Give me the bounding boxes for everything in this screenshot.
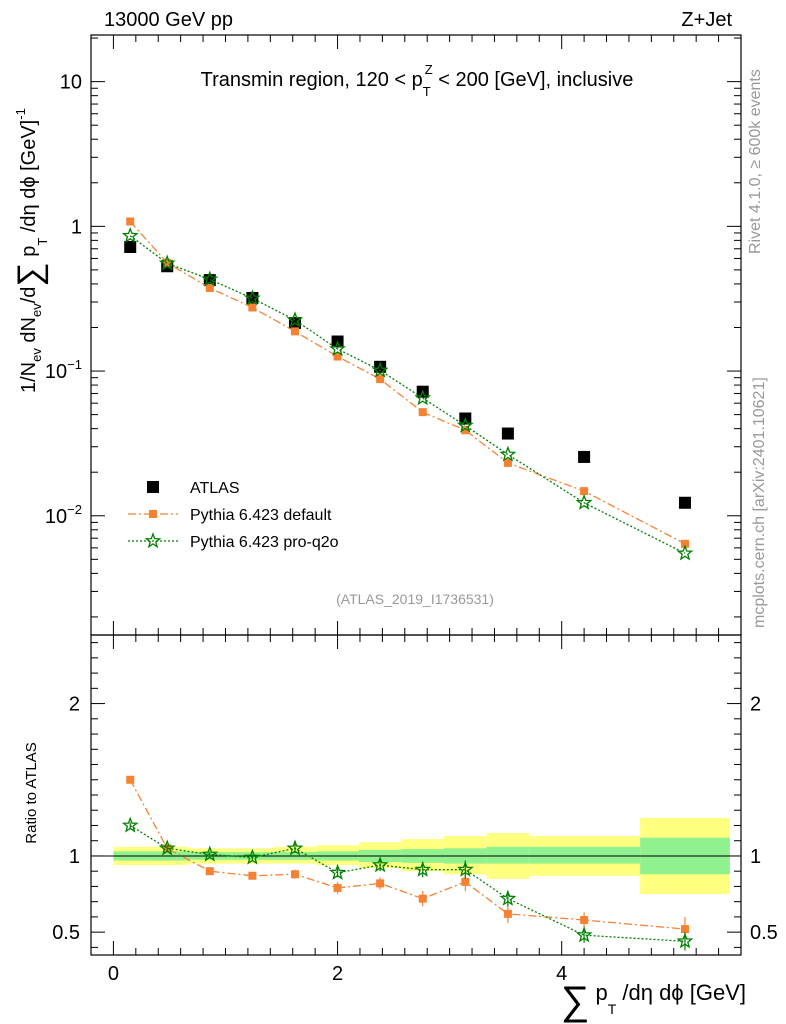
data-point bbox=[499, 445, 517, 462]
data-point bbox=[144, 532, 162, 549]
main-series-layer bbox=[121, 217, 694, 561]
ratio-x-tick-label: 0 bbox=[108, 963, 119, 985]
data-point bbox=[329, 340, 346, 357]
data-point bbox=[286, 311, 304, 328]
ratio-series-layer bbox=[121, 775, 694, 951]
data-point bbox=[286, 839, 304, 856]
data-point bbox=[147, 481, 159, 493]
inner-band bbox=[529, 846, 641, 864]
data-point bbox=[680, 539, 689, 548]
data-point bbox=[503, 458, 512, 467]
ratio-y-tick-label: 1 bbox=[69, 846, 80, 868]
data-point bbox=[676, 544, 694, 561]
data-point bbox=[418, 408, 427, 417]
ratio-y-tick-label: 0.5 bbox=[750, 922, 778, 944]
data-point bbox=[243, 848, 261, 865]
y-tick-label: 1 bbox=[71, 216, 82, 238]
series-atlas bbox=[124, 240, 691, 509]
data-point bbox=[248, 303, 257, 312]
data-point bbox=[414, 389, 432, 406]
ratio-ylabel: Ratio to ATLAS bbox=[23, 742, 40, 843]
y-tick-label: 10−1 bbox=[45, 357, 82, 383]
data-point bbox=[580, 915, 589, 924]
data-point bbox=[680, 925, 689, 934]
ratio-series-pythia-6-423-pro-q2o bbox=[121, 816, 694, 951]
process-label: Z+Jet bbox=[681, 9, 732, 31]
data-point bbox=[329, 863, 346, 880]
data-point bbox=[371, 361, 389, 378]
data-point bbox=[205, 867, 214, 876]
ratio-y-tick-label: 2 bbox=[69, 694, 80, 716]
data-point bbox=[580, 487, 589, 496]
analysis-watermark: (ATLAS_2019_I1736531) bbox=[336, 591, 494, 607]
ratio-frame bbox=[90, 634, 742, 956]
data-point bbox=[290, 870, 299, 879]
main-ylabel: 1/Nev dNev/d∑ pT /dη dϕ [GeV]-1 bbox=[11, 108, 50, 393]
data-point bbox=[461, 426, 470, 435]
ratio-x-tick-label: 4 bbox=[556, 963, 567, 985]
ratio-line bbox=[129, 779, 686, 930]
data-point bbox=[418, 894, 427, 903]
data-point bbox=[461, 877, 470, 886]
ratio-y-tick-label: 1 bbox=[750, 846, 761, 868]
xlabel: ∑ pT /dη dϕ [GeV] bbox=[561, 979, 746, 1023]
series-pythia-6-423-default bbox=[126, 217, 689, 548]
data-point bbox=[376, 375, 385, 384]
rivet-label: Rivet 4.1.0, ≥ 600k events bbox=[747, 69, 764, 254]
data-point bbox=[499, 889, 517, 906]
data-point bbox=[201, 270, 219, 287]
data-point bbox=[149, 510, 157, 518]
legend-label: Pythia 6.423 default bbox=[190, 507, 332, 524]
data-point bbox=[201, 845, 219, 862]
data-point bbox=[578, 450, 591, 463]
ratio-y-tick-label: 2 bbox=[750, 694, 761, 716]
ratio-y-tick-label: 0.5 bbox=[52, 922, 80, 944]
data-point bbox=[575, 493, 593, 510]
legend: ATLAS Pythia 6.423 default Pythia 6.423 pr… bbox=[128, 480, 339, 551]
y-tick-label: 10 bbox=[60, 72, 82, 94]
data-point bbox=[126, 217, 135, 226]
data-point bbox=[575, 926, 593, 943]
energy-label: 13000 GeV pp bbox=[104, 9, 233, 31]
data-point bbox=[456, 416, 474, 433]
y-tick-label: 10−2 bbox=[45, 502, 82, 528]
data-point bbox=[414, 860, 432, 877]
data-point bbox=[126, 775, 135, 784]
main-frame bbox=[90, 34, 742, 636]
data-point bbox=[456, 860, 474, 877]
data-point bbox=[124, 240, 137, 253]
data-point bbox=[676, 932, 694, 949]
series-pythia-6-423-pro-q2o bbox=[121, 226, 694, 561]
plot-title: Transmin region, 120 < pTZ < 200 [GeV], … bbox=[201, 62, 634, 99]
data-point bbox=[158, 839, 176, 856]
data-point bbox=[243, 289, 261, 306]
data-point bbox=[678, 496, 691, 509]
data-point bbox=[205, 283, 214, 292]
data-point bbox=[374, 360, 387, 373]
data-point bbox=[503, 909, 512, 918]
mcplots-label: mcplots.cern.ch [arXiv:2401.10621] bbox=[751, 377, 768, 628]
ratio-x-tick-label: 2 bbox=[332, 963, 343, 985]
data-point bbox=[121, 816, 139, 833]
data-point bbox=[376, 879, 385, 888]
legend-label: Pythia 6.423 pro-q2o bbox=[190, 534, 339, 551]
ratio-line bbox=[129, 824, 686, 942]
main-axis-ticks: 10 1 10−1 10−2 bbox=[45, 35, 741, 635]
data-point bbox=[371, 856, 389, 873]
ratio-uncertainty-bands bbox=[91, 817, 741, 895]
data-point bbox=[121, 226, 139, 243]
data-point bbox=[333, 883, 342, 892]
inner-band bbox=[486, 846, 530, 864]
data-point bbox=[158, 254, 176, 271]
data-point bbox=[290, 327, 299, 336]
data-point bbox=[333, 352, 342, 361]
ratio-axis-ticks: 0.5 0.5 1 1 2 2 0 2 4 bbox=[52, 635, 778, 985]
data-point bbox=[248, 871, 257, 880]
series-line bbox=[129, 221, 686, 545]
data-point bbox=[501, 427, 514, 440]
legend-label: ATLAS bbox=[190, 480, 240, 497]
